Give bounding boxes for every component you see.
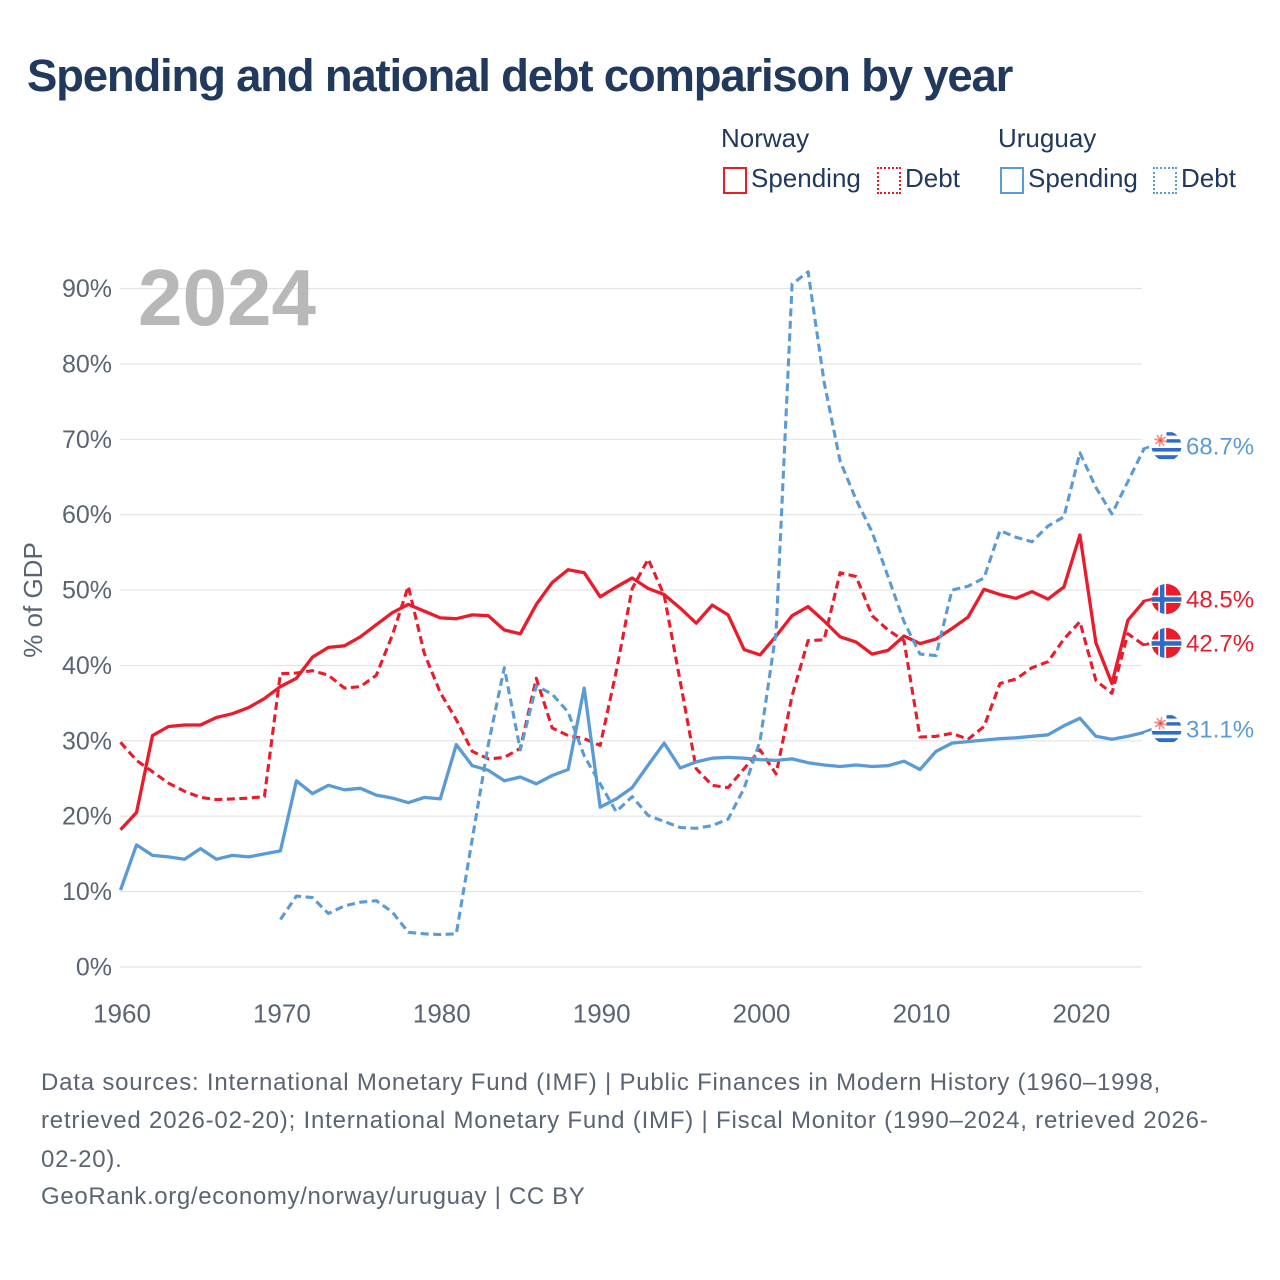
svg-text:80%: 80% [62,350,112,378]
svg-text:60%: 60% [62,501,112,529]
svg-text:20%: 20% [62,803,112,831]
svg-text:2000: 2000 [733,999,791,1029]
svg-text:1960: 1960 [93,999,151,1029]
svg-text:40%: 40% [62,652,112,680]
svg-text:0%: 0% [76,954,112,982]
svg-text:31.1%: 31.1% [1186,717,1254,744]
svg-text:2010: 2010 [893,999,951,1029]
svg-text:% of GDP: % of GDP [18,542,48,658]
svg-text:1980: 1980 [413,999,471,1029]
svg-text:2020: 2020 [1052,999,1110,1029]
svg-text:42.7%: 42.7% [1186,631,1254,658]
svg-text:10%: 10% [62,878,112,906]
svg-text:68.7%: 68.7% [1186,434,1254,461]
svg-text:1970: 1970 [253,999,311,1029]
svg-text:30%: 30% [62,727,112,755]
svg-text:2024: 2024 [138,253,316,342]
svg-text:90%: 90% [62,275,112,303]
svg-text:1990: 1990 [573,999,631,1029]
svg-text:70%: 70% [62,426,112,454]
svg-text:48.5%: 48.5% [1186,587,1254,614]
svg-text:50%: 50% [62,577,112,605]
